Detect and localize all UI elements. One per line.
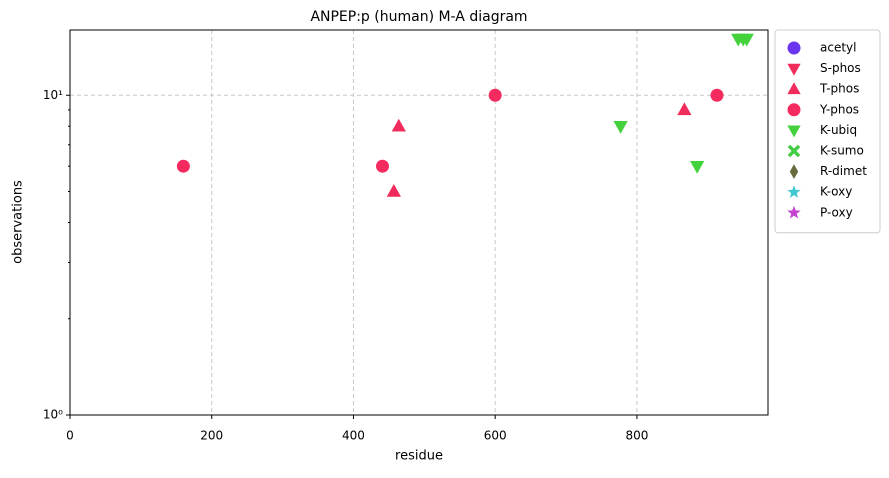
legend-box — [774, 29, 881, 234]
data-point — [613, 121, 628, 134]
legend-label: S-phos — [820, 61, 861, 75]
legend-marker — [787, 125, 801, 138]
x-axis-label: residue — [395, 449, 443, 464]
y-tick-label: 10⁰ — [43, 408, 63, 422]
data-point — [386, 184, 401, 197]
legend-label: Y-phos — [819, 102, 859, 116]
legend-marker — [787, 103, 801, 117]
data-point — [376, 159, 390, 173]
x-tick-label: 200 — [200, 429, 223, 443]
x-tick-label: 400 — [342, 429, 365, 443]
legend-marker — [787, 205, 801, 219]
data-point — [391, 118, 406, 132]
chart-title: ANPEP:p (human) M-A diagram — [310, 9, 527, 25]
y-axis-label: observations — [11, 180, 26, 264]
x-tick-label: 600 — [484, 429, 507, 443]
x-tick-label: 0 — [66, 429, 74, 443]
legend-marker — [787, 82, 801, 95]
plot-frame — [69, 29, 769, 416]
legend-label: acetyl — [820, 41, 856, 55]
data-point — [739, 33, 754, 47]
data-point — [677, 102, 692, 116]
legend-label: K-sumo — [820, 144, 864, 158]
legend-label: T-phos — [819, 82, 859, 96]
legend-marker — [787, 185, 801, 198]
legend-label: K-oxy — [820, 185, 852, 199]
data-point — [488, 88, 502, 102]
legend-marker — [789, 164, 799, 179]
legend-marker — [787, 144, 801, 158]
legend-marker — [787, 63, 801, 76]
legend-label: P-oxy — [820, 205, 853, 219]
data-point — [690, 160, 705, 174]
legend-label: R-dimet — [820, 164, 867, 178]
x-tick-label: 800 — [625, 429, 648, 443]
data-point — [176, 159, 190, 173]
legend-label: K-ubiq — [820, 123, 857, 137]
legend-marker — [787, 41, 801, 55]
data-point — [710, 88, 724, 102]
y-tick-label: 10¹ — [43, 88, 63, 102]
